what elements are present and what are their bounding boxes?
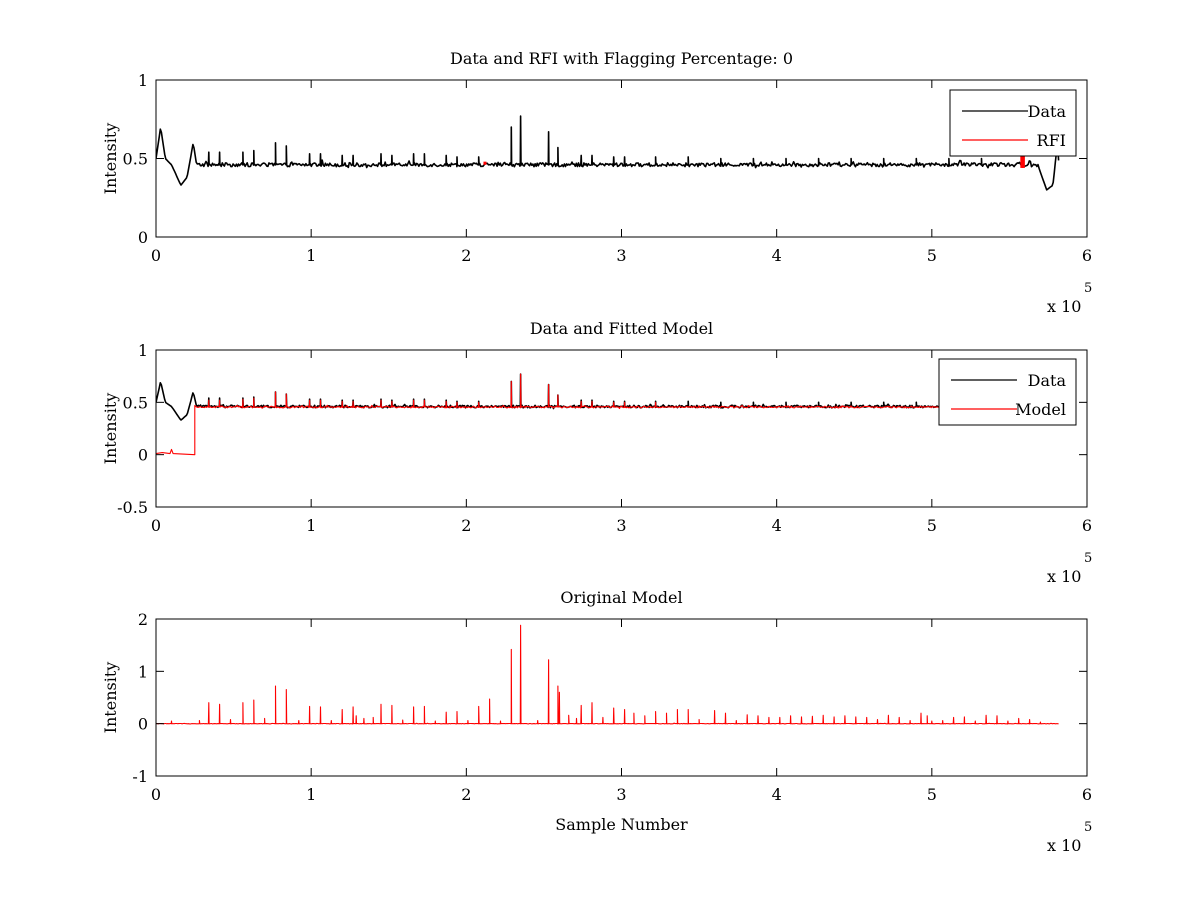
chart-title: Data and Fitted Model <box>530 319 713 338</box>
axes-box <box>155 618 1088 777</box>
x-tick-label: 6 <box>1082 246 1092 265</box>
legend-box <box>938 358 1077 426</box>
y-tick-label: 2 <box>138 610 148 629</box>
x-tick-label: 2 <box>461 516 471 535</box>
plot-area <box>156 624 1059 725</box>
x-tick-label: 0 <box>151 246 161 265</box>
x-exponent-power: 5 <box>1084 820 1092 835</box>
x-exponent-base: x 10 <box>1047 297 1081 316</box>
x-tick-label: 0 <box>151 516 161 535</box>
y-tick-label: 1 <box>138 662 148 681</box>
y-tick-label: 0.5 <box>123 150 148 169</box>
x-tick-label: 2 <box>461 246 471 265</box>
x-tick-label: 6 <box>1082 785 1092 804</box>
y-axis-label: Intensity <box>101 123 120 195</box>
x-tick-label: 5 <box>927 516 937 535</box>
x-tick-label: 3 <box>616 785 626 804</box>
legend-box <box>949 89 1077 157</box>
y-tick-label: 0.5 <box>123 393 148 412</box>
series-line-model <box>156 624 1059 725</box>
plot-area <box>156 115 1060 191</box>
legend-label-rfi: RFI <box>1037 131 1066 150</box>
x-exponent-power: 5 <box>1084 281 1092 296</box>
x-tick-label: 4 <box>772 785 782 804</box>
x-exponent-power: 5 <box>1084 551 1092 566</box>
legend: Data Model <box>938 358 1077 426</box>
y-axis-label: Intensity <box>101 662 120 734</box>
x-tick-label: 1 <box>306 785 316 804</box>
plot-area <box>156 373 1060 456</box>
y-tick-label: 1 <box>138 71 148 90</box>
legend-label-data: Data <box>1028 102 1067 121</box>
x-tick-label: 2 <box>461 785 471 804</box>
x-axis-label: Sample Number <box>555 815 688 834</box>
series-line-data <box>156 373 1060 425</box>
x-tick-label: 5 <box>927 785 937 804</box>
axes-box <box>155 79 1088 238</box>
y-tick-label: 0 <box>138 715 148 734</box>
x-tick-label: 4 <box>772 246 782 265</box>
x-tick-label: 3 <box>616 516 626 535</box>
legend-label-data: Data <box>1028 371 1067 390</box>
y-tick-label: 0 <box>138 446 148 465</box>
legend: Data RFI <box>949 89 1077 157</box>
series-line-data <box>156 115 1060 191</box>
y-tick-label: -0.5 <box>117 498 148 517</box>
x-tick-label: 0 <box>151 785 161 804</box>
y-axis-label: Intensity <box>101 393 120 465</box>
chart-title: Original Model <box>560 588 682 607</box>
x-tick-label: 5 <box>927 246 937 265</box>
x-tick-label: 4 <box>772 516 782 535</box>
series-line-model <box>156 373 1059 456</box>
x-tick-label: 3 <box>616 246 626 265</box>
x-tick-label: 1 <box>306 246 316 265</box>
y-tick-label: 1 <box>138 341 148 360</box>
y-tick-label: 0 <box>138 228 148 247</box>
x-tick-label: 6 <box>1082 516 1092 535</box>
chart-title: Data and RFI with Flagging Percentage: 0 <box>450 49 793 68</box>
x-tick-label: 1 <box>306 516 316 535</box>
y-tick-label: -1 <box>132 767 148 786</box>
legend-label-model: Model <box>1015 400 1066 419</box>
x-exponent-base: x 10 <box>1047 836 1081 855</box>
x-exponent-base: x 10 <box>1047 567 1081 586</box>
